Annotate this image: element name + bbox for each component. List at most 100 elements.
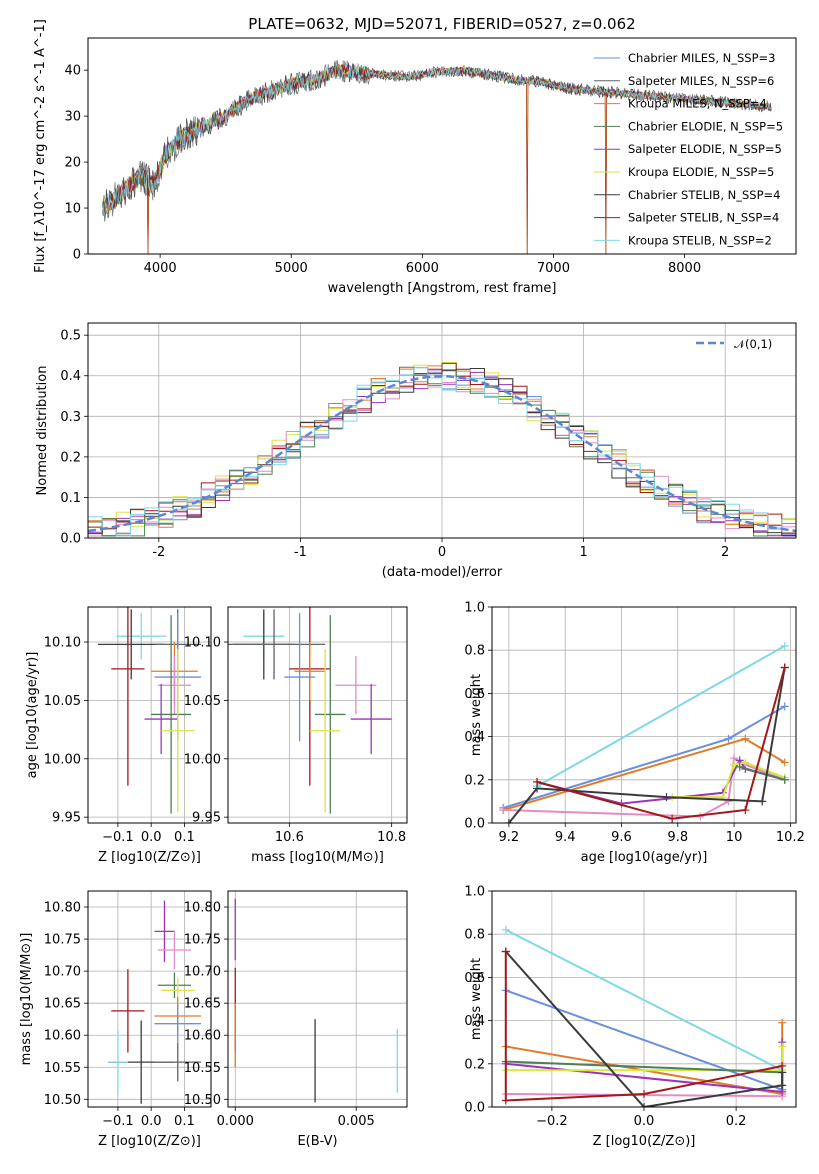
y-tick-label: 0.2 [464,1057,485,1072]
weight-marker [778,1081,787,1090]
age-vs-mass-chart: 10.6 10.8 9.95 10.00 10.05 10.10 mass [log10(M… [184,606,408,865]
y-tick-label: 10.00 [184,752,221,767]
plot-area [499,641,789,823]
weight-marker [758,797,767,806]
spectrum-line [102,63,772,216]
x-axis-label: (data-model)/error [382,565,503,580]
x-tick-label: −0.1 [102,1114,134,1129]
weight-line [503,737,786,811]
y-tick-label: 10.00 [44,752,81,767]
y-tick-label: 9.95 [192,811,221,826]
weight-marker [741,734,750,743]
residual-histogram-chart: -2 -1 0 1 2 0.0 0.1 0.2 0.3 0.4 0.5 (data-model)/er… [35,322,797,580]
legend-entry: Salpeter MILES, N_SSP=6 [628,74,774,88]
weight-marker [778,1061,787,1070]
weight-marker [640,1090,648,1099]
legend-entry: Kroupa ELODIE, N_SSP=5 [628,165,774,179]
spectrum-line [102,64,772,254]
mass-vs-metallicity-chart: −0.1 0.0 0.1 10.50 10.55 10.60 10.65 10.70 10.75… [19,890,212,1149]
x-axis-label: age [log10(age/yr)] [581,850,708,865]
legend-entry: Kroupa MILES, N_SSP=4 [628,97,767,111]
x-tick-label: 7000 [537,261,570,276]
y-tick-label: 10.55 [44,1061,81,1076]
histogram-series [88,367,796,537]
weight-marker [780,702,789,711]
x-tick-label: 0.005 [338,1114,375,1129]
y-tick-label: 0 [73,248,81,263]
weight-marker [501,1096,510,1105]
plot-area [234,898,398,1103]
weight-marker [504,819,513,823]
plot-frame [87,890,212,1108]
y-tick-label: 10.50 [44,1093,81,1108]
x-tick-label: −0.1 [102,830,134,845]
spectrum-line [102,64,772,254]
weight-marker [724,797,733,806]
x-tick-label: 0.1 [174,830,195,845]
y-tick-label: 0.4 [464,1014,485,1029]
y-tick-label: 0.6 [464,687,485,702]
y-tick-label: 10.75 [184,933,221,948]
x-tick-label: 9.8 [667,830,688,845]
y-axis-label: Normed distribution [35,366,50,496]
x-tick-label: 0.2 [726,1114,747,1129]
x-tick-label: 0.000 [217,1114,254,1129]
weight-line [503,705,786,809]
weight-marker [780,663,789,672]
y-tick-label: 10.10 [44,636,81,651]
x-tick-label: 10 [726,830,743,845]
weight-marker [741,758,750,767]
y-tick-label: 10.10 [184,636,221,651]
weight-line [505,929,783,1072]
weight-marker [724,734,733,743]
x-tick-label: 9.6 [611,830,632,845]
x-tick-label: 8000 [668,261,701,276]
y-tick-label: 10.50 [184,1093,221,1108]
y-tick-label: 0.4 [60,369,81,384]
x-tick-label: 0 [438,545,446,560]
weight-marker [668,814,677,823]
x-tick-label: 2 [721,545,729,560]
y-tick-label: 10.70 [44,965,81,980]
weight-marker [533,777,542,786]
weight-marker [662,793,671,802]
y-tick-label: 0.8 [464,928,485,943]
chart-title: PLATE=0632, MJD=52071, FIBERID=0527, z=0… [248,15,635,33]
y-tick-label: 0.0 [464,1101,485,1116]
y-tick-label: 40 [64,64,81,79]
x-tick-label: 4000 [144,261,177,276]
x-tick-label: 0.0 [634,1114,655,1129]
y-tick-label: 9.95 [52,811,81,826]
legend-entry: Salpeter STELIB, N_SSP=4 [628,211,779,225]
y-axis-label: age [log10(age/yr)] [25,652,40,779]
x-tick-label: -1 [294,545,307,560]
x-axis-label: Z [log10(Z/Z⊙)] [98,850,201,865]
y-tick-label: 0.2 [60,450,81,465]
x-tick-label: 9.2 [499,830,520,845]
y-tick-label: 10.65 [184,997,221,1012]
y-tick-label: 0.2 [464,773,485,788]
legend-entry: Chabrier MILES, N_SSP=3 [628,51,775,65]
weight-marker [501,947,510,956]
mass-weight-vs-metallicity-chart: −0.2 0.0 0.2 0.0 0.2 0.4 0.6 0.8 1.0 Z [log10(Z/Z… [464,885,797,1149]
x-axis-label: Z [log10(Z/Z⊙)] [98,1134,201,1149]
y-tick-label: 0.3 [60,410,81,425]
weight-marker [780,775,789,784]
y-tick-label: 10.80 [184,901,221,916]
y-tick-label: 10.65 [44,997,81,1012]
x-tick-label: 0.1 [174,1114,195,1129]
x-axis-label: wavelength [Angstrom, rest frame] [328,281,557,296]
weight-line [739,765,785,781]
legend-entry: Chabrier STELIB, N_SSP=4 [628,188,780,202]
x-tick-label: -2 [152,545,165,560]
y-tick-label: 10.55 [184,1061,221,1076]
weight-line [505,1060,783,1074]
mass-weight-vs-age-chart: 9.2 9.4 9.6 9.8 10 10.2 0.0 0.2 0.4 0.6 0.8 1.0 age … [464,601,805,866]
weight-marker [780,641,789,650]
plot-frame [227,890,408,1108]
y-tick-label: 0.1 [60,491,81,506]
weight-marker [778,1018,787,1027]
weight-marker [501,925,510,934]
y-tick-label: 1.0 [464,885,485,900]
